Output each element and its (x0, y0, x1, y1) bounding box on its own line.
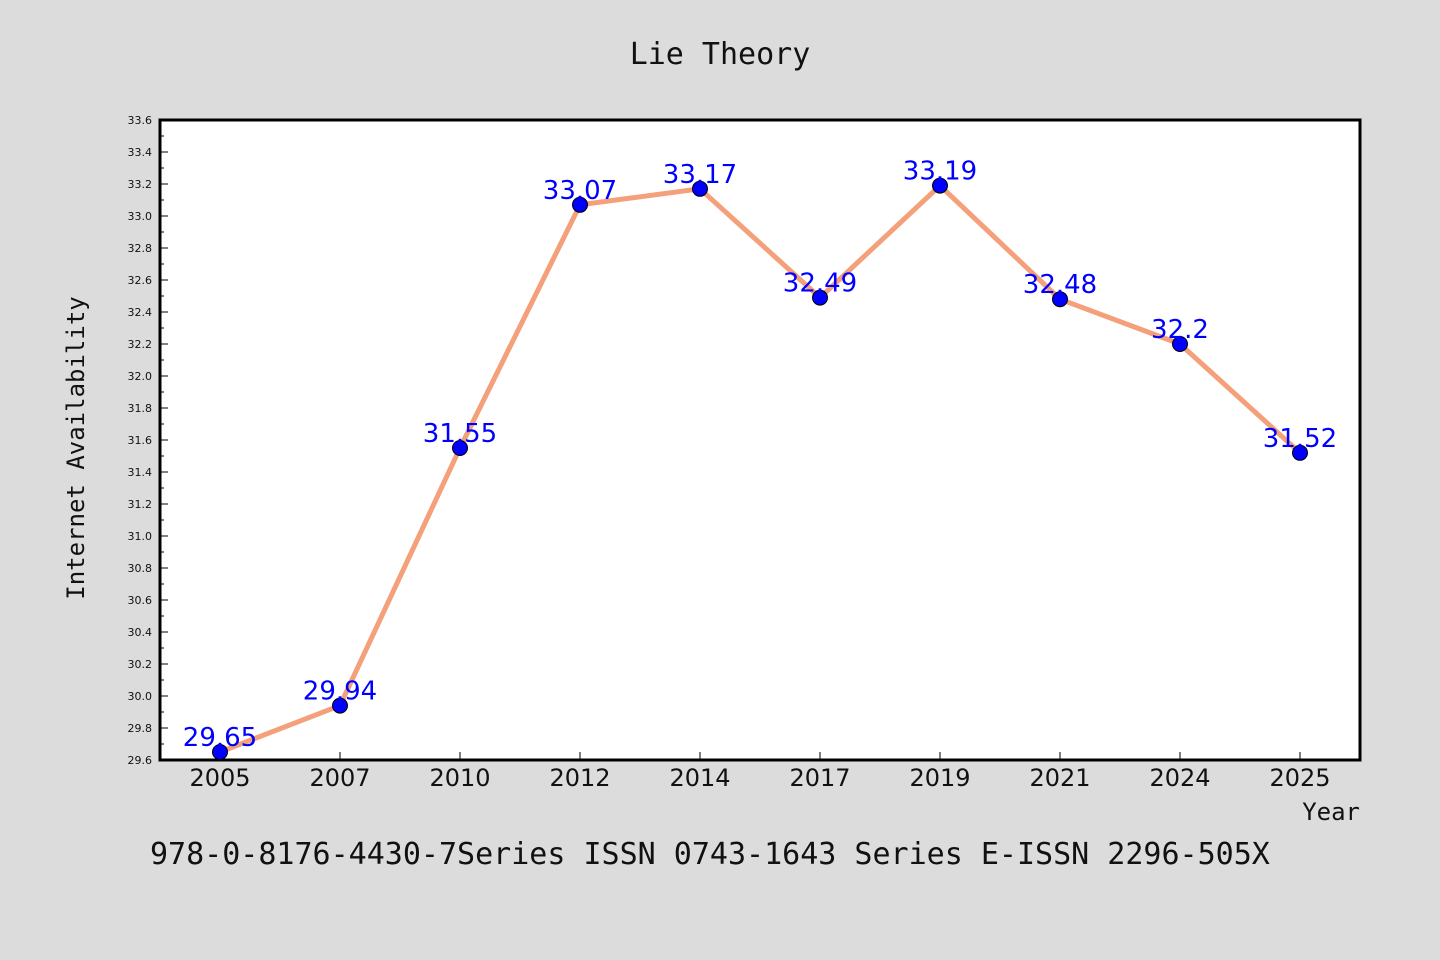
data-point-label: 33.17 (663, 160, 737, 190)
y-tick-label: 30.8 (128, 562, 153, 575)
footer-isbn-text: 978-0-8176-4430-7Series ISSN 0743-1643 S… (150, 837, 1270, 872)
x-tick-label: 2025 (1269, 764, 1330, 792)
y-tick-label: 30.6 (128, 594, 153, 607)
x-tick-label: 2024 (1149, 764, 1210, 792)
y-tick-label: 33.2 (128, 178, 153, 191)
data-point-marker (932, 177, 948, 194)
y-tick-label: 32.8 (128, 242, 153, 255)
data-point-label: 29.65 (183, 723, 257, 753)
data-point-marker (1292, 444, 1308, 461)
x-tick-label: 2010 (429, 764, 490, 792)
data-point-label: 31.55 (423, 419, 497, 449)
y-tick-label: 31.8 (128, 402, 153, 415)
data-point-marker (692, 180, 708, 197)
y-tick-label: 31.2 (128, 498, 153, 511)
y-tick-label: 29.6 (128, 754, 153, 767)
data-point-marker (1172, 336, 1188, 352)
x-tick-label: 2005 (189, 764, 250, 792)
data-point-label: 32.49 (783, 269, 857, 299)
data-point-label: 32.48 (1023, 270, 1097, 300)
data-point-marker (572, 196, 588, 213)
data-point-label: 33.19 (903, 157, 977, 187)
data-label-layer: 29.65 29.94 31.55 33.07 33.17 32.49 33.19 32.48… (183, 157, 1337, 753)
y-tick-label: 30.2 (128, 658, 153, 671)
data-point-marker (332, 697, 348, 714)
data-point-label: 33.07 (543, 176, 617, 206)
data-point-label: 29.94 (303, 677, 377, 707)
y-tick-label: 31.4 (128, 466, 153, 479)
series-layer (212, 177, 1308, 760)
data-point-marker (212, 744, 228, 760)
x-tick-label: 2021 (1029, 764, 1090, 792)
x-tick-label: 2012 (549, 764, 610, 792)
y-tick-label: 32.2 (128, 338, 153, 351)
y-tick-label: 31.6 (128, 434, 153, 447)
y-tick-label: 29.8 (128, 722, 153, 735)
y-tick-label: 33.6 (128, 114, 153, 127)
y-axis-label: Internet Availability (62, 296, 90, 599)
plot-area (158, 118, 1362, 762)
y-tick-label: 33.4 (128, 146, 153, 159)
data-point-label: 32.2 (1151, 315, 1209, 345)
data-point-label: 31.52 (1263, 424, 1337, 454)
y-tick-label: 33.0 (128, 210, 153, 223)
x-tick-label: 2019 (909, 764, 970, 792)
x-axis: 2005 2007 2010 2012 2014 2017 2019 2021 2024 2025 (189, 752, 1331, 792)
y-tick-label: 32.6 (128, 274, 153, 287)
x-axis-label: Year (1302, 798, 1360, 826)
y-tick-label: 30.4 (128, 626, 153, 639)
y-axis: 29.6 29.8 30.0 30.2 30.4 30.6 30.8 31.0 31.2 31.4… (128, 114, 168, 767)
y-tick-label: 32.0 (128, 370, 153, 383)
y-tick-label: 30.0 (128, 690, 153, 703)
series-line (217, 183, 1303, 755)
x-tick-label: 2017 (789, 764, 850, 792)
x-tick-label: 2007 (309, 764, 370, 792)
x-tick-label: 2014 (669, 764, 730, 792)
y-tick-label: 32.4 (128, 306, 153, 319)
data-point-marker (452, 440, 468, 456)
chart-title: Lie Theory (630, 37, 811, 72)
y-tick-label: 31.0 (128, 530, 153, 543)
data-point-marker (1052, 291, 1068, 308)
data-point-marker (812, 289, 828, 306)
